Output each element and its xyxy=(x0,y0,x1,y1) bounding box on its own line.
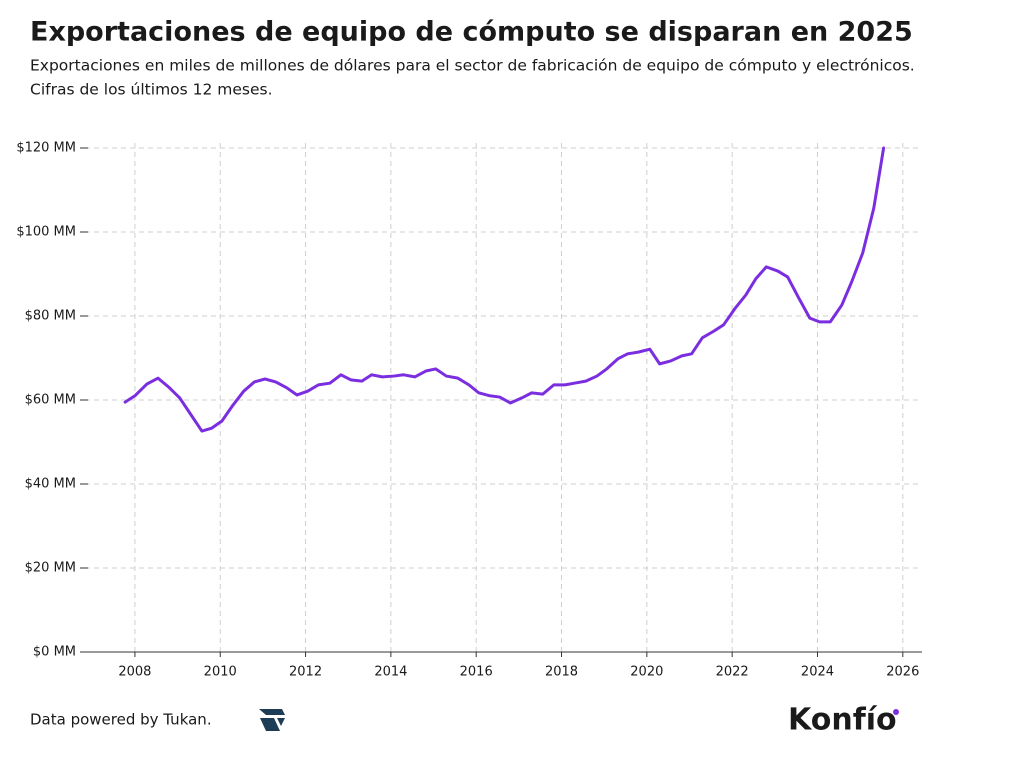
y-tick-label: $80 MM xyxy=(25,309,76,324)
x-tick-label: 2012 xyxy=(289,665,322,680)
y-tick-label: $100 MM xyxy=(16,225,76,240)
source-note: Data powered by Tukan. xyxy=(30,711,212,729)
chart-subtitle: Exportaciones en miles de millones de dó… xyxy=(30,57,915,75)
x-tick-label: 2016 xyxy=(460,665,493,680)
tukan-logo xyxy=(259,709,285,731)
x-tick-label: 2008 xyxy=(118,665,151,680)
y-tick-label: $120 MM xyxy=(16,141,76,156)
brand-dot xyxy=(893,709,899,715)
x-tick-label: 2014 xyxy=(374,665,407,680)
y-tick-label: $0 MM xyxy=(33,645,76,660)
x-tick-label: 2022 xyxy=(716,665,749,680)
x-tick-label: 2024 xyxy=(801,665,834,680)
x-tick-label: 2010 xyxy=(204,665,237,680)
data-line xyxy=(123,146,886,433)
y-tick-label: $60 MM xyxy=(25,393,76,408)
chart-title: Exportaciones de equipo de cómputo se di… xyxy=(30,17,913,48)
x-tick-label: 2020 xyxy=(630,665,663,680)
y-tick-label: $40 MM xyxy=(25,477,76,492)
x-tick-label: 2026 xyxy=(886,665,919,680)
x-tick-label: 2018 xyxy=(545,665,578,680)
chart-subtitle: Cifras de los últimos 12 meses. xyxy=(30,81,273,99)
brand-logo: Konfío xyxy=(788,703,897,738)
y-tick-label: $20 MM xyxy=(25,561,76,576)
